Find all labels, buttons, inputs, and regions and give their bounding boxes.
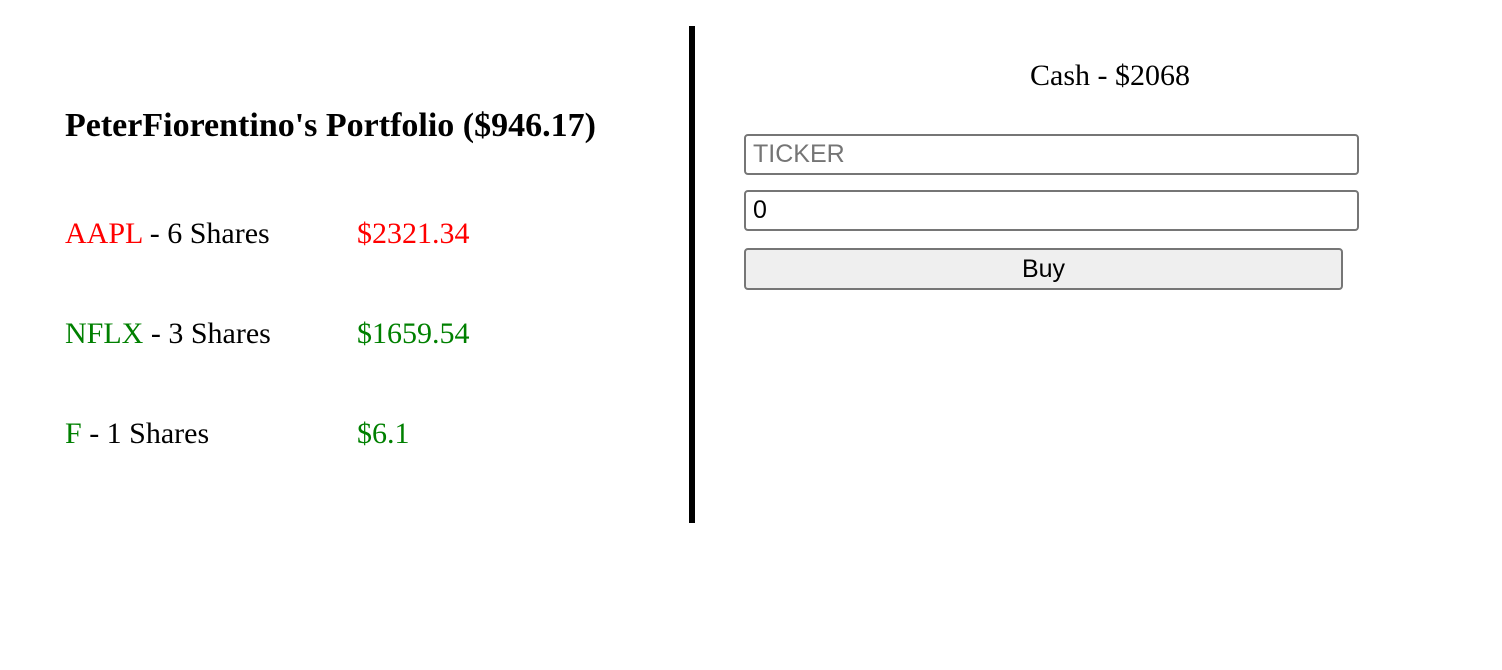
portfolio-title: PeterFiorentino's Portfolio ($946.17) (65, 107, 596, 144)
holding-shares: - 3 Shares (143, 317, 271, 350)
holding-value: $2321.34 (357, 217, 470, 250)
trade-panel: Cash - $2068 Buy (695, 0, 1502, 670)
panel-divider (689, 26, 695, 523)
ticker-input[interactable] (744, 134, 1359, 175)
holding-ticker: AAPL (65, 217, 143, 250)
holding-shares: - 6 Shares (142, 217, 270, 250)
portfolio-panel: PeterFiorentino's Portfolio ($946.17) AA… (0, 0, 690, 670)
holding-row: AAPL - 6 Shares $2321.34 (65, 214, 625, 254)
holding-ticker: NFLX (65, 317, 144, 350)
cash-balance: Cash - $2068 (1030, 59, 1190, 92)
holding-value: $1659.54 (357, 317, 470, 350)
buy-button[interactable]: Buy (744, 248, 1343, 290)
holding-ticker: F (65, 417, 82, 450)
holding-value: $6.1 (357, 417, 410, 450)
quantity-input[interactable] (744, 190, 1359, 231)
holding-row: F - 1 Shares $6.1 (65, 414, 625, 454)
holding-shares: - 1 Shares (81, 417, 210, 450)
holding-row: NFLX - 3 Shares $1659.54 (65, 314, 625, 354)
